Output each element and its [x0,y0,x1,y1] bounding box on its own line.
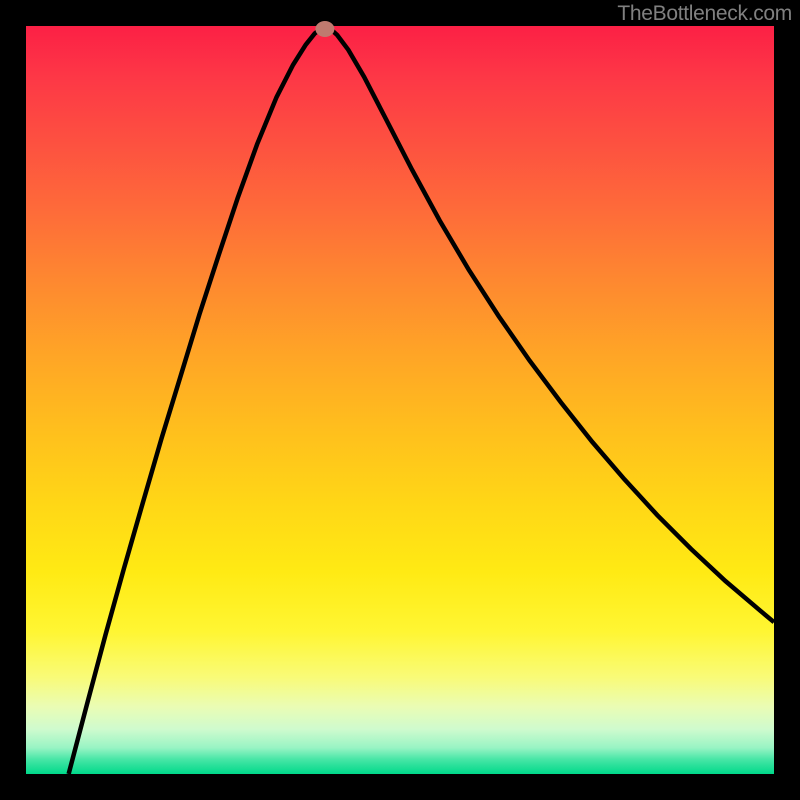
bottleneck-curve [26,26,774,774]
plot-area [26,26,774,774]
chart-frame: TheBottleneck.com [0,0,800,800]
optimum-marker [316,21,335,37]
curve-path [69,26,774,774]
watermark-text: TheBottleneck.com [617,2,792,26]
